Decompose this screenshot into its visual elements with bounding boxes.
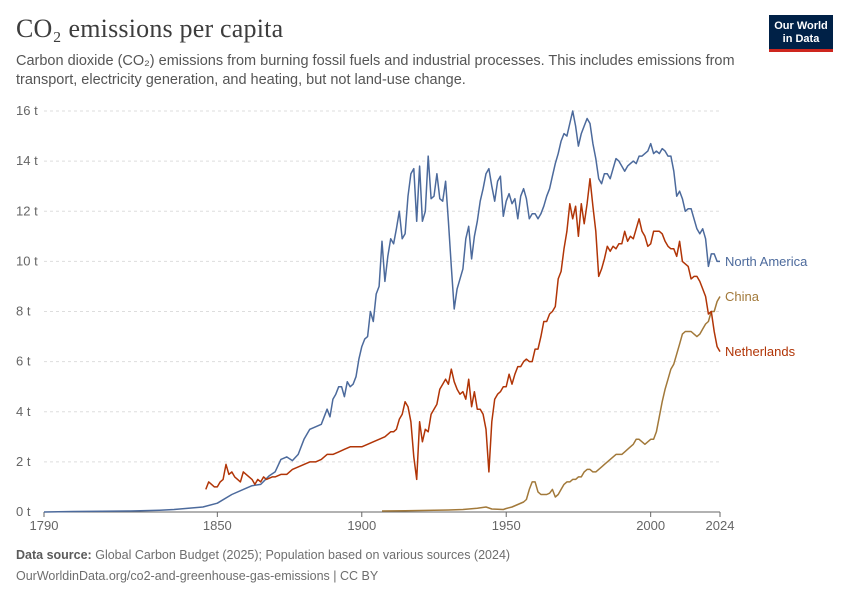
y-tick-label: 8 t: [16, 304, 31, 319]
x-axis: 1790 1850 1900 1950 2000 2024: [30, 511, 735, 533]
source-url[interactable]: OurWorldinData.org/co2-and-greenhouse-ga…: [16, 569, 379, 583]
x-tick-label: 1850: [203, 518, 232, 533]
x-tick-label: 1950: [492, 518, 521, 533]
data-source-note: Data source: Global Carbon Budget (2025)…: [16, 548, 510, 562]
y-tick-label: 6 t: [16, 354, 31, 369]
y-tick-label: 12 t: [16, 203, 38, 218]
y-tick-label: 16 t: [16, 103, 38, 118]
chart-title: CO₂ emissions per capita: [16, 14, 284, 43]
y-tick-label: 0 t: [16, 504, 31, 519]
logo-line-1: Our World: [774, 20, 828, 32]
y-axis-tick-labels: 0 t 2 t 4 t 6 t 8 t 10 t 12 t 14 t 16 t: [16, 103, 38, 519]
logo-line-2: in Data: [782, 33, 820, 45]
x-tick-label: 1790: [30, 518, 59, 533]
gridlines: [44, 110, 720, 463]
data-source-text: Global Carbon Budget (2025); Population …: [95, 548, 511, 562]
data-source-label: Data source:: [16, 548, 92, 562]
y-tick-label: 10 t: [16, 253, 38, 268]
series-label-netherlands: Netherlands: [725, 344, 796, 359]
y-tick-label: 14 t: [16, 153, 38, 168]
series-label-north-america: North America: [725, 254, 808, 269]
x-tick-label: 2024: [706, 518, 735, 533]
x-tick-label: 2000: [636, 518, 665, 533]
series-line-north-america[interactable]: [43, 110, 720, 513]
series-lines: [43, 110, 721, 513]
series-line-china[interactable]: [381, 296, 721, 512]
series-line-netherlands[interactable]: [205, 177, 721, 490]
y-tick-label: 2 t: [16, 454, 31, 469]
x-tick-label: 1900: [347, 518, 376, 533]
series-labels: North America China Netherlands: [725, 254, 808, 359]
owid-logo[interactable]: Our World in Data: [769, 15, 833, 52]
series-label-china: China: [725, 289, 760, 304]
y-tick-label: 4 t: [16, 404, 31, 419]
chart-subtitle: Carbon dioxide (CO₂) emissions from burn…: [16, 53, 735, 88]
